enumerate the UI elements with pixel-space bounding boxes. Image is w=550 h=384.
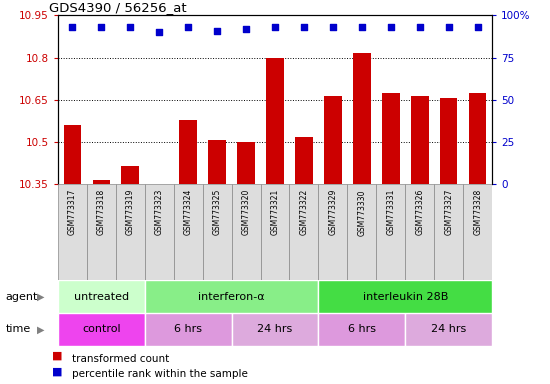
Text: GSM773317: GSM773317 bbox=[68, 189, 77, 235]
Bar bbox=[58, 313, 145, 346]
Text: 24 hrs: 24 hrs bbox=[431, 324, 466, 334]
Bar bbox=[405, 184, 434, 280]
Bar bbox=[376, 184, 405, 280]
Text: ▶: ▶ bbox=[37, 291, 45, 302]
Text: GSM773321: GSM773321 bbox=[271, 189, 279, 235]
Text: GSM773326: GSM773326 bbox=[415, 189, 425, 235]
Text: GSM773327: GSM773327 bbox=[444, 189, 453, 235]
Point bbox=[97, 24, 106, 30]
Bar bbox=[324, 96, 342, 184]
Bar bbox=[122, 166, 139, 184]
Text: ■: ■ bbox=[52, 351, 63, 361]
Text: GSM773330: GSM773330 bbox=[358, 189, 366, 236]
Text: 6 hrs: 6 hrs bbox=[174, 324, 202, 334]
Bar bbox=[411, 96, 428, 184]
Point bbox=[444, 24, 453, 30]
Point bbox=[328, 24, 337, 30]
Point bbox=[184, 24, 192, 30]
Bar bbox=[232, 313, 318, 346]
Text: GSM773319: GSM773319 bbox=[125, 189, 135, 235]
Point bbox=[241, 26, 250, 32]
Text: interleukin 28B: interleukin 28B bbox=[362, 291, 448, 302]
Bar bbox=[266, 58, 284, 184]
Bar bbox=[295, 137, 312, 184]
Point bbox=[387, 24, 395, 30]
Bar bbox=[318, 184, 348, 280]
Bar bbox=[174, 184, 202, 280]
Text: GSM773322: GSM773322 bbox=[299, 189, 309, 235]
Text: GSM773331: GSM773331 bbox=[386, 189, 395, 235]
Point bbox=[415, 24, 424, 30]
Text: ▶: ▶ bbox=[37, 324, 45, 334]
Text: control: control bbox=[82, 324, 120, 334]
Point bbox=[300, 24, 309, 30]
Text: GSM773328: GSM773328 bbox=[473, 189, 482, 235]
Text: ■: ■ bbox=[52, 366, 63, 376]
Bar bbox=[92, 180, 110, 184]
Bar bbox=[64, 125, 81, 184]
Bar bbox=[318, 280, 492, 313]
Bar bbox=[289, 184, 318, 280]
Bar bbox=[58, 184, 87, 280]
Text: GSM773318: GSM773318 bbox=[97, 189, 106, 235]
Text: agent: agent bbox=[6, 291, 38, 302]
Point bbox=[126, 24, 135, 30]
Text: GSM773320: GSM773320 bbox=[241, 189, 251, 235]
Text: GSM773325: GSM773325 bbox=[212, 189, 222, 235]
Bar bbox=[238, 142, 255, 184]
Bar bbox=[145, 313, 232, 346]
Bar bbox=[179, 120, 197, 184]
Text: GDS4390 / 56256_at: GDS4390 / 56256_at bbox=[49, 1, 186, 14]
Bar bbox=[208, 140, 225, 184]
Bar bbox=[116, 184, 145, 280]
Text: GSM773324: GSM773324 bbox=[184, 189, 192, 235]
Point bbox=[358, 24, 366, 30]
Text: time: time bbox=[6, 324, 31, 334]
Bar bbox=[145, 280, 318, 313]
Bar bbox=[202, 184, 232, 280]
Bar bbox=[87, 184, 116, 280]
Text: transformed count: transformed count bbox=[72, 354, 169, 364]
Bar bbox=[463, 184, 492, 280]
Bar bbox=[232, 184, 261, 280]
Text: percentile rank within the sample: percentile rank within the sample bbox=[72, 369, 248, 379]
Text: 6 hrs: 6 hrs bbox=[348, 324, 376, 334]
Bar bbox=[440, 98, 458, 184]
Point bbox=[68, 24, 76, 30]
Bar bbox=[382, 93, 399, 184]
Bar bbox=[318, 313, 405, 346]
Bar bbox=[353, 53, 371, 184]
Bar bbox=[58, 280, 145, 313]
Text: untreated: untreated bbox=[74, 291, 129, 302]
Bar bbox=[348, 184, 376, 280]
Bar bbox=[469, 93, 486, 184]
Text: GSM773329: GSM773329 bbox=[328, 189, 338, 235]
Bar bbox=[261, 184, 289, 280]
Point bbox=[474, 24, 482, 30]
Point bbox=[271, 24, 279, 30]
Bar bbox=[145, 184, 174, 280]
Point bbox=[155, 29, 163, 35]
Bar bbox=[434, 184, 463, 280]
Text: interferon-α: interferon-α bbox=[198, 291, 265, 302]
Text: GSM773323: GSM773323 bbox=[155, 189, 164, 235]
Point bbox=[213, 28, 222, 34]
Bar bbox=[405, 313, 492, 346]
Text: 24 hrs: 24 hrs bbox=[257, 324, 293, 334]
